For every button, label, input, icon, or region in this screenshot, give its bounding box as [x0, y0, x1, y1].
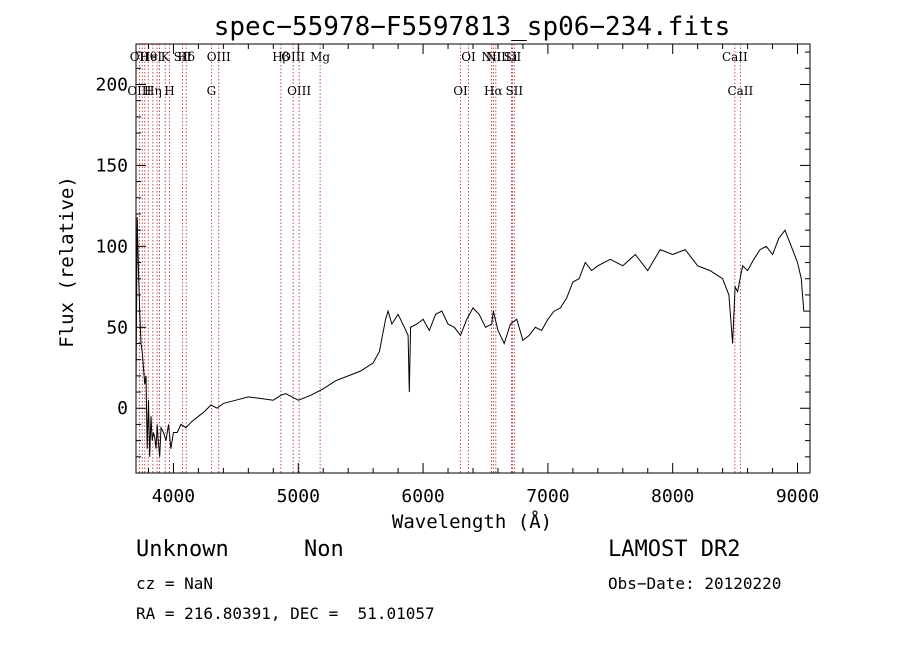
line-label: OIII	[287, 84, 311, 98]
x-axis-label: Wavelength (Å)	[392, 510, 552, 533]
chart-title: spec−55978−F5597813_sp06−234.fits	[214, 12, 731, 42]
line-label: HeI	[140, 50, 163, 64]
line-label: OIII	[207, 50, 231, 64]
object-subclass: Non	[304, 537, 344, 562]
spectrum-line	[135, 217, 805, 457]
line-label: SII	[174, 50, 192, 64]
line-label: Mg	[310, 50, 330, 64]
line-label: SII	[505, 84, 523, 98]
y-axis-ticks: 0 50 100 150 200	[95, 51, 810, 458]
y-tick-label: 0	[117, 398, 128, 419]
y-tick-label: 150	[95, 155, 128, 176]
x-tick-label: 5000	[277, 486, 320, 507]
line-label: Hα	[484, 84, 503, 98]
survey-name: LAMOST DR2	[608, 537, 741, 562]
observation-date: Obs−Date: 20120220	[608, 574, 782, 593]
x-tick-label: 7000	[526, 486, 569, 507]
x-axis-ticks: 4000 5000 6000 7000 8000 9000	[147, 44, 819, 507]
line-label: G	[207, 84, 217, 98]
y-tick-label: 50	[106, 317, 128, 338]
y-tick-label: 100	[95, 236, 128, 257]
line-label: NII	[486, 50, 506, 64]
emission-line-markers	[138, 44, 741, 473]
x-tick-label: 9000	[776, 486, 819, 507]
line-label: H	[164, 84, 174, 98]
line-label: CaII	[722, 50, 748, 64]
line-label: OI	[453, 84, 468, 98]
line-label: K	[161, 50, 171, 64]
redshift-cz: cz = NaN	[136, 574, 214, 593]
line-label: CaII	[727, 84, 753, 98]
line-label: OII	[130, 50, 150, 64]
line-label: Hβ	[272, 50, 289, 64]
x-tick-label: 6000	[401, 486, 444, 507]
object-class: Unknown	[136, 537, 229, 562]
line-label: OIII	[127, 84, 151, 98]
x-tick-label: 4000	[152, 486, 195, 507]
line-label: Li	[506, 50, 518, 64]
y-tick-label: 200	[95, 74, 128, 95]
line-label: OIII	[281, 50, 305, 64]
y-axis-label: Flux (relative)	[56, 176, 78, 348]
coordinates: RA = 216.80391, DEC = 51.01057	[136, 604, 435, 623]
line-label: Hδ	[177, 50, 195, 64]
line-label: Hη	[144, 84, 162, 98]
x-tick-label: 8000	[651, 486, 694, 507]
line-label: Hθ	[139, 50, 157, 64]
line-label: OI	[461, 50, 476, 64]
line-label: NII	[481, 50, 501, 64]
line-label: SII	[504, 50, 522, 64]
plot-frame	[135, 43, 811, 474]
